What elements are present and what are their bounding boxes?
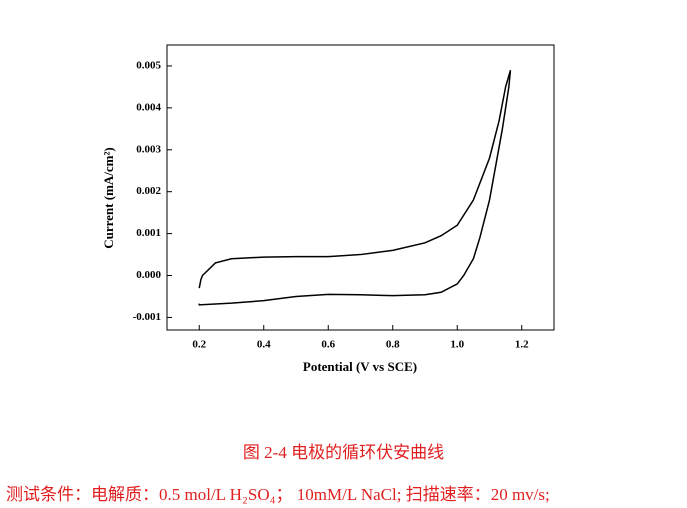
cv-curve [198, 69, 512, 306]
chart: Potential (V vs SCE) Current (mA/cm²) -0… [101, 44, 555, 374]
x-tick-label: 0.2 [192, 339, 206, 351]
figure-caption: 图 2-4 电极的循环伏安曲线 [242, 443, 445, 462]
x-tick-label: 0.4 [257, 339, 271, 351]
x-tick-label: 1.2 [515, 339, 529, 351]
test-conditions: 测试条件：电解质：0.5 mol/L H₂SO₄； 10mM/L NaCl; 扫… [6, 485, 550, 504]
x-tick-label: 0.8 [386, 339, 400, 351]
y-tick-label: 0.001 [136, 227, 161, 239]
y-axis-label: Current (mA/cm²) [101, 147, 116, 249]
x-tick-label: 0.6 [321, 339, 335, 351]
y-tick-label: 0.002 [136, 185, 161, 197]
x-tick-label: 1.0 [450, 339, 464, 351]
plot-frame [166, 44, 555, 331]
y-tick-label: 0.003 [136, 143, 161, 155]
y-tick-label: -0.001 [133, 311, 161, 323]
y-tick-label: 0.005 [136, 59, 161, 71]
y-tick-label: 0.004 [136, 101, 161, 113]
y-tick-label: 0.000 [136, 269, 161, 281]
x-axis-label: Potential (V vs SCE) [303, 359, 417, 374]
